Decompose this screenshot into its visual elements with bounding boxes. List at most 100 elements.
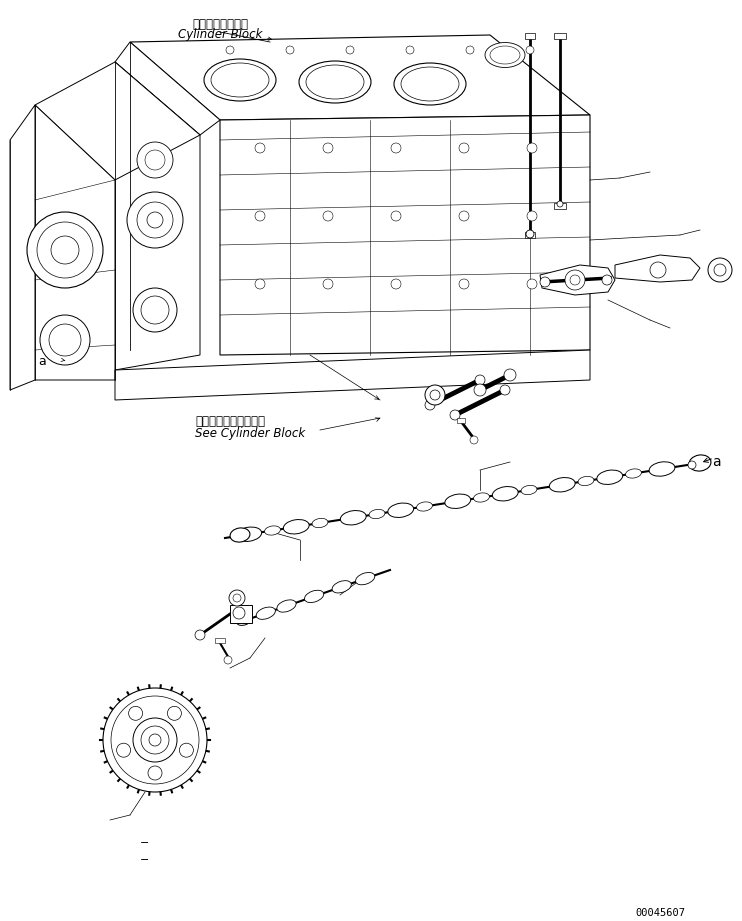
Circle shape xyxy=(527,279,537,289)
Circle shape xyxy=(459,211,469,221)
Circle shape xyxy=(255,143,265,153)
Circle shape xyxy=(540,277,550,287)
Circle shape xyxy=(527,143,537,153)
Circle shape xyxy=(49,324,81,356)
Ellipse shape xyxy=(490,46,520,64)
Bar xyxy=(525,232,535,238)
Ellipse shape xyxy=(394,63,466,105)
Bar xyxy=(554,33,566,39)
Circle shape xyxy=(323,211,333,221)
Polygon shape xyxy=(220,115,590,355)
Circle shape xyxy=(145,150,165,170)
Ellipse shape xyxy=(578,476,594,485)
Circle shape xyxy=(111,696,199,784)
Bar xyxy=(457,418,465,423)
Circle shape xyxy=(346,46,354,54)
Ellipse shape xyxy=(283,519,309,534)
Ellipse shape xyxy=(265,526,280,535)
Circle shape xyxy=(137,142,173,178)
Circle shape xyxy=(149,734,161,746)
Circle shape xyxy=(714,264,726,276)
Bar xyxy=(215,638,225,643)
Circle shape xyxy=(391,211,401,221)
Text: 00045607: 00045607 xyxy=(635,908,685,918)
Ellipse shape xyxy=(332,580,351,593)
Circle shape xyxy=(602,275,612,285)
Polygon shape xyxy=(35,105,115,380)
Circle shape xyxy=(168,706,181,720)
Circle shape xyxy=(128,706,142,720)
Circle shape xyxy=(40,315,90,365)
Polygon shape xyxy=(615,255,700,282)
Ellipse shape xyxy=(649,461,675,476)
Text: シリンダブロック: シリンダブロック xyxy=(192,18,248,31)
Ellipse shape xyxy=(473,493,490,502)
Circle shape xyxy=(103,688,207,792)
Circle shape xyxy=(466,46,474,54)
Circle shape xyxy=(557,201,563,207)
Ellipse shape xyxy=(401,67,459,101)
Ellipse shape xyxy=(341,510,366,525)
Ellipse shape xyxy=(493,486,518,501)
Circle shape xyxy=(27,212,103,288)
Circle shape xyxy=(116,743,131,757)
Ellipse shape xyxy=(369,509,385,519)
Circle shape xyxy=(527,211,537,221)
Ellipse shape xyxy=(236,614,252,625)
Polygon shape xyxy=(10,105,35,390)
Circle shape xyxy=(180,743,194,757)
Ellipse shape xyxy=(688,461,696,469)
Circle shape xyxy=(526,46,534,54)
Ellipse shape xyxy=(521,485,537,495)
Circle shape xyxy=(233,594,241,602)
Polygon shape xyxy=(115,350,590,400)
Circle shape xyxy=(37,222,93,278)
Polygon shape xyxy=(130,35,590,120)
Circle shape xyxy=(229,590,245,606)
Circle shape xyxy=(255,279,265,289)
Circle shape xyxy=(148,766,162,780)
Ellipse shape xyxy=(211,63,269,97)
Polygon shape xyxy=(115,42,220,135)
Circle shape xyxy=(565,270,585,290)
Ellipse shape xyxy=(388,503,413,518)
Circle shape xyxy=(500,385,510,395)
Ellipse shape xyxy=(312,519,328,528)
Circle shape xyxy=(233,607,245,619)
Ellipse shape xyxy=(626,469,641,478)
Circle shape xyxy=(474,384,486,396)
Circle shape xyxy=(526,230,534,238)
Ellipse shape xyxy=(277,600,296,612)
Circle shape xyxy=(286,46,294,54)
Circle shape xyxy=(504,369,516,381)
Circle shape xyxy=(51,236,79,264)
Circle shape xyxy=(133,288,177,332)
Polygon shape xyxy=(540,265,615,295)
Circle shape xyxy=(127,192,183,248)
Text: −: − xyxy=(140,838,150,848)
Ellipse shape xyxy=(689,455,711,471)
Circle shape xyxy=(147,212,163,228)
Ellipse shape xyxy=(304,590,324,602)
Polygon shape xyxy=(35,62,200,180)
Circle shape xyxy=(570,275,580,285)
Circle shape xyxy=(425,385,445,405)
Circle shape xyxy=(323,143,333,153)
Circle shape xyxy=(470,436,478,444)
Circle shape xyxy=(391,143,401,153)
Ellipse shape xyxy=(299,61,371,103)
Bar xyxy=(554,203,566,209)
Ellipse shape xyxy=(355,573,375,585)
Polygon shape xyxy=(115,62,200,370)
Bar xyxy=(525,33,535,39)
Circle shape xyxy=(475,375,485,385)
Circle shape xyxy=(708,258,732,282)
Circle shape xyxy=(450,410,460,420)
Circle shape xyxy=(406,46,414,54)
Circle shape xyxy=(226,46,234,54)
Text: Cylinder Block: Cylinder Block xyxy=(178,28,262,41)
Circle shape xyxy=(141,726,169,754)
Ellipse shape xyxy=(256,607,275,619)
Circle shape xyxy=(137,202,173,238)
Ellipse shape xyxy=(416,502,433,511)
